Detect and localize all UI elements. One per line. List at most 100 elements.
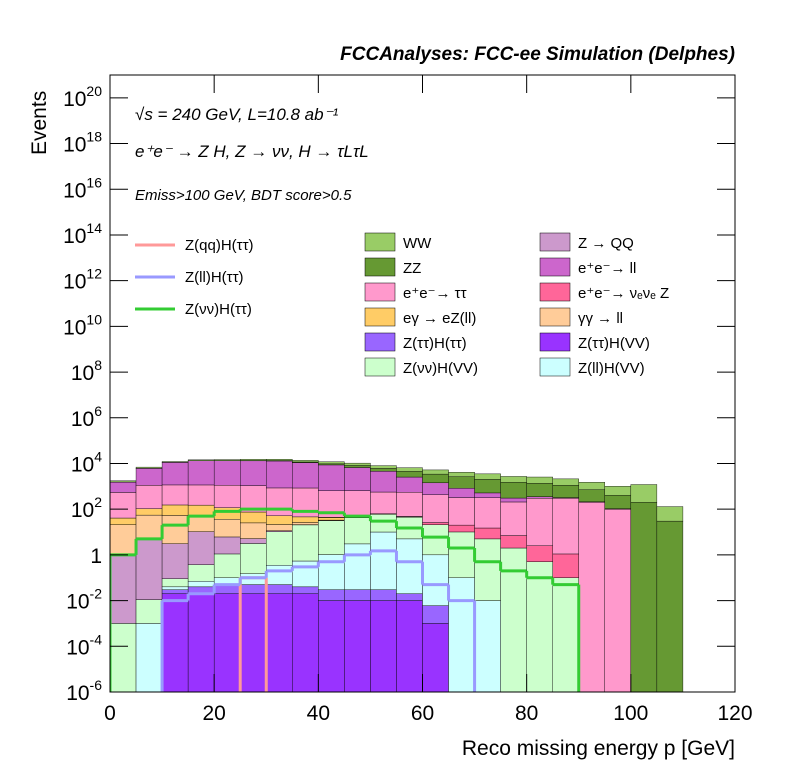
x-axis-label: Reco missing energy p [GeV] — [462, 737, 735, 760]
histogram-bar — [344, 490, 371, 517]
histogram-bar — [292, 593, 319, 692]
y-tick-exponent: 14 — [86, 220, 102, 236]
legend-swatch — [539, 282, 571, 302]
y-tick-label: 10-6 — [66, 677, 102, 705]
histogram-bar — [344, 517, 371, 545]
histogram-bar — [422, 605, 449, 624]
histogram-bar — [604, 495, 632, 509]
histogram-bar — [240, 538, 267, 544]
legend-swatch — [364, 232, 396, 252]
histogram-bar — [187, 459, 215, 461]
histogram-bar — [552, 577, 579, 692]
histogram-bar — [187, 515, 215, 532]
annotation: √s = 240 GeV, L=10.8 ab⁻¹ — [135, 105, 339, 124]
histogram-bar — [110, 554, 137, 624]
histogram-bar — [448, 488, 475, 498]
histogram-bar — [396, 593, 423, 601]
y-tick-label: 10-4 — [66, 631, 102, 659]
histogram-bar — [630, 484, 658, 503]
histogram-bar — [110, 492, 137, 519]
histogram-bar — [422, 473, 449, 484]
legend-label: Z(ll)H(VV) — [578, 360, 645, 377]
y-tick-exponent: -6 — [90, 677, 103, 693]
y-tick-base: 10 — [63, 134, 86, 157]
histogram-bar — [318, 517, 345, 521]
histogram-bar — [266, 531, 293, 566]
y-tick-exponent: 8 — [94, 357, 102, 373]
histogram-bar — [161, 578, 189, 588]
histogram-bar — [161, 504, 189, 516]
histogram-bar — [240, 584, 267, 594]
y-tick-label: 102 — [71, 494, 102, 522]
histogram-bar — [266, 460, 293, 489]
y-tick-base: 10 — [66, 591, 89, 614]
histogram-bar — [578, 502, 605, 692]
legend-label: eγ → eZ(ll) — [403, 310, 476, 327]
legend-label: e⁺e⁻→ ττ — [403, 285, 467, 302]
histogram-bar — [187, 531, 215, 565]
histogram-bar — [110, 480, 137, 483]
y-tick-label: 108 — [71, 357, 102, 385]
y-tick-exponent: -2 — [90, 586, 103, 602]
histogram-bar — [370, 514, 397, 533]
annotation: e⁺e⁻ → Z H, Z → νν, H → τLτL — [135, 142, 369, 161]
histogram-bar — [396, 492, 423, 517]
histogram-bar — [161, 586, 189, 590]
y-tick-label: 1018 — [63, 129, 102, 157]
histogram-bar — [318, 554, 345, 590]
legend-swatch — [539, 332, 571, 352]
histogram-bar — [161, 484, 189, 506]
histogram-bar — [578, 489, 605, 503]
legend-swatch — [364, 332, 396, 352]
histogram-bar — [526, 561, 553, 692]
histogram-bar — [135, 508, 163, 516]
histogram-bar — [213, 553, 241, 578]
y-tick-base: 10 — [66, 682, 89, 705]
histogram-bar — [292, 560, 319, 588]
histogram-bar — [110, 623, 137, 692]
x-tick-label: 40 — [307, 702, 330, 725]
y-tick-base: 10 — [63, 316, 86, 339]
histogram-bar — [396, 600, 423, 692]
histogram-bar — [526, 545, 553, 562]
legend-swatch — [539, 357, 571, 377]
x-tick-label: 100 — [613, 702, 648, 725]
legend-label: Z(νν)H(VV) — [403, 360, 478, 377]
histogram-bar — [318, 520, 345, 555]
histogram-bar — [474, 527, 501, 540]
histogram-bar — [266, 524, 293, 531]
legend-swatch — [364, 282, 396, 302]
x-tick-label: 80 — [515, 702, 538, 725]
histogram-bar — [161, 461, 189, 463]
histogram-bar — [135, 538, 163, 600]
histogram-bar — [474, 492, 501, 498]
legend-label: e⁺e⁻→ νₑνₑ Z — [578, 285, 669, 302]
histogram-bar — [110, 524, 137, 556]
histogram-bar — [396, 467, 423, 472]
legend-label: ZZ — [403, 260, 421, 277]
y-tick-exponent: 4 — [94, 448, 102, 464]
y-tick-base: 10 — [63, 225, 86, 248]
histogram-bar — [240, 522, 267, 539]
histogram-bar — [422, 524, 449, 556]
histogram-bar — [474, 600, 501, 692]
histogram-bar — [370, 531, 397, 590]
chart-title: FCCAnalyses: FCC-ee Simulation (Delphes) — [340, 44, 735, 65]
y-tick-exponent: -4 — [90, 631, 103, 647]
histogram-bar — [292, 460, 319, 463]
legend-label: WW — [403, 235, 432, 252]
histogram-bar — [448, 577, 475, 692]
histogram-bar — [266, 487, 293, 516]
histogram-bar — [474, 538, 501, 601]
histogram-bar — [110, 517, 137, 525]
histogram-bar — [344, 589, 371, 601]
legend-label: Z(ττ)H(ττ) — [403, 335, 467, 352]
y-tick-label: 1014 — [63, 220, 102, 248]
y-tick-label: 106 — [71, 403, 102, 431]
histogram-bar — [187, 581, 215, 588]
histogram-bar — [135, 468, 163, 486]
histogram-bar — [526, 483, 553, 497]
histogram-bar — [161, 589, 189, 594]
histogram-bar — [161, 543, 189, 579]
histogram-bar — [187, 564, 215, 582]
